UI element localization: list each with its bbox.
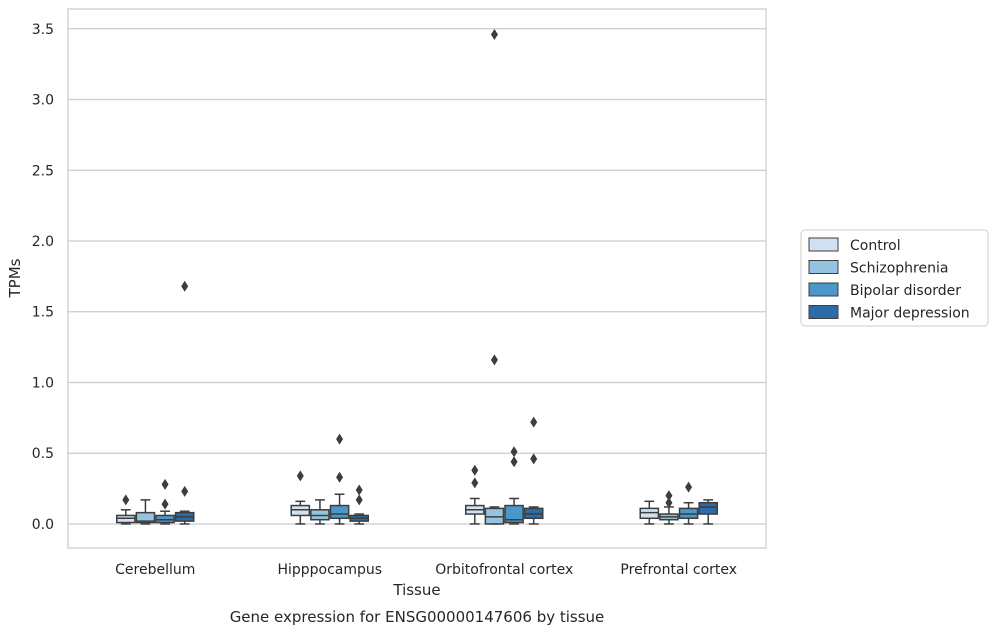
x-tick-labels: Cerebellum Hipppocampus Orbitofrontal cort… xyxy=(115,562,737,578)
outlier-point xyxy=(355,494,363,506)
box-group xyxy=(349,484,370,525)
y-tick-label: 0.0 xyxy=(32,517,54,533)
outlier-point xyxy=(490,28,498,40)
legend-label: Major depression xyxy=(850,306,970,322)
box-group xyxy=(678,481,699,525)
outlier-point xyxy=(685,481,693,493)
outlier-point xyxy=(665,497,673,509)
x-tick-label: Cerebellum xyxy=(115,562,195,578)
x-axis-title: Tissue xyxy=(392,581,440,599)
outlier-point xyxy=(181,485,189,497)
y-axis-title: TPMs xyxy=(6,258,24,298)
legend-label: Control xyxy=(850,238,901,254)
outlier-point xyxy=(510,456,518,468)
outlier-point xyxy=(530,453,538,465)
plot-frame xyxy=(67,8,767,549)
box-group xyxy=(504,446,524,525)
box-group xyxy=(329,433,350,525)
boxes xyxy=(115,28,719,525)
outlier-point xyxy=(296,470,304,482)
legend-frame xyxy=(800,229,989,327)
box-group xyxy=(639,500,660,525)
outlier-point xyxy=(122,494,130,506)
box xyxy=(329,504,350,520)
y-tick-label: 3.0 xyxy=(32,93,54,109)
y-tick-label: 2.0 xyxy=(32,234,54,250)
legend-swatch xyxy=(808,237,839,252)
outlier-point xyxy=(510,446,518,458)
x-tick-label: Orbitofrontal cortex xyxy=(435,562,573,578)
box xyxy=(698,501,719,515)
box-group xyxy=(310,499,330,525)
legend-swatch xyxy=(808,305,839,319)
outlier-point xyxy=(490,354,498,366)
y-tick-label: 2.5 xyxy=(32,163,54,179)
outlier-point xyxy=(181,280,189,292)
outlier-point xyxy=(336,471,344,483)
outlier-point xyxy=(336,433,344,445)
legend-label: Schizophrenia xyxy=(850,261,948,277)
y-tick-label: 0.5 xyxy=(32,446,54,462)
outlier-point xyxy=(355,484,363,496)
outlier-point xyxy=(530,416,538,428)
box-group xyxy=(135,499,156,525)
x-tick-label: Prefrontal cortex xyxy=(620,562,737,578)
box-group xyxy=(484,28,505,525)
y-tick-labels: 0.0 0.5 1.0 1.5 2.0 2.5 3.0 3.5 xyxy=(32,22,54,533)
legend-swatch xyxy=(808,282,839,297)
box-group xyxy=(659,490,679,525)
y-tick-label: 1.0 xyxy=(32,375,54,391)
x-tick-label: Hipppocampus xyxy=(277,562,382,578)
legend-swatch xyxy=(808,260,839,274)
outlier-point xyxy=(161,498,169,510)
outlier-point xyxy=(161,478,169,490)
outlier-point xyxy=(471,477,479,489)
box-group xyxy=(464,464,485,525)
box-group xyxy=(155,478,175,525)
y-tick-label: 3.5 xyxy=(32,22,54,38)
box xyxy=(135,511,156,524)
figure-caption: Gene expression for ENSG00000147606 by t… xyxy=(230,608,605,626)
outlier-point xyxy=(665,490,673,502)
box xyxy=(504,504,524,524)
box-group xyxy=(523,416,544,525)
box-group xyxy=(115,494,136,525)
outlier-point xyxy=(471,464,479,476)
legend: Control Schizophrenia Bipolar disorder Majo… xyxy=(800,229,989,327)
y-tick-label: 1.5 xyxy=(32,305,54,321)
box-group xyxy=(290,470,311,525)
legend-label: Bipolar disorder xyxy=(850,283,961,299)
box-group xyxy=(174,280,195,525)
box-group xyxy=(698,499,719,525)
